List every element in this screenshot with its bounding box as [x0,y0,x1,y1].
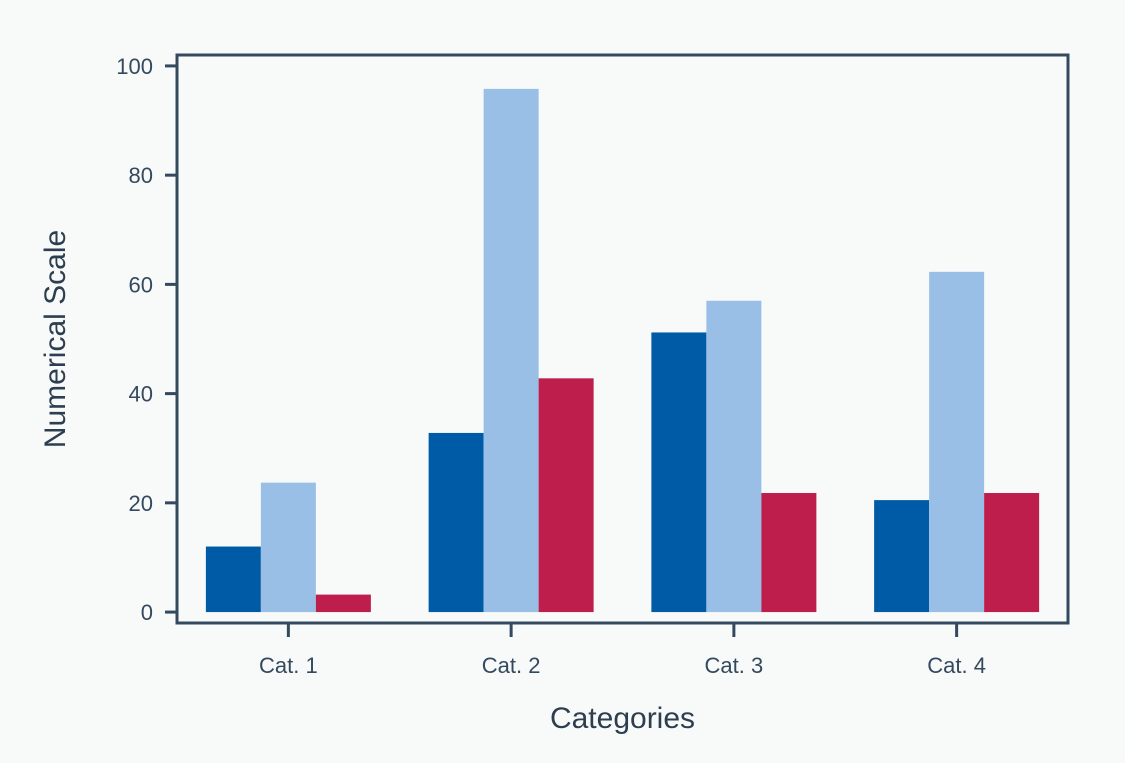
y-tick-label: 40 [129,382,153,407]
x-tick-label: Cat. 3 [705,653,764,678]
bar-series-3-cat-1 [315,594,371,613]
bar-series-2-cat-4 [929,271,985,613]
bar-series-1-cat-3 [651,332,707,613]
x-tick-label: Cat. 4 [927,653,986,678]
bar-series-2-cat-3 [706,300,762,613]
y-tick-label: 100 [116,54,153,79]
x-axis-ticks: Cat. 1 Cat. 2 Cat. 3 Cat. 4 [259,623,986,678]
bar-series-2-cat-1 [260,482,316,613]
y-tick-label: 0 [141,600,153,625]
bar-series-2-cat-2 [483,88,539,613]
bar-series-3-cat-4 [984,493,1040,613]
plot-frame [175,53,1070,625]
bar-series-1-cat-4 [874,500,930,613]
bar-series-3-cat-3 [761,493,817,613]
y-axis-ticks: 0 20 40 60 80 100 [116,54,177,625]
x-tick-label: Cat. 1 [259,653,318,678]
x-axis-title: Categories [550,702,695,735]
bars-group [205,88,1040,613]
bar-series-3-cat-2 [538,378,594,613]
y-tick-label: 60 [129,272,153,297]
y-tick-label: 20 [129,491,153,516]
bar-series-1-cat-2 [428,432,484,613]
bar-series-1-cat-1 [205,546,261,613]
y-axis-title: Numerical Scale [39,230,72,448]
y-tick-label: 80 [129,163,153,188]
x-tick-label: Cat. 2 [482,653,541,678]
